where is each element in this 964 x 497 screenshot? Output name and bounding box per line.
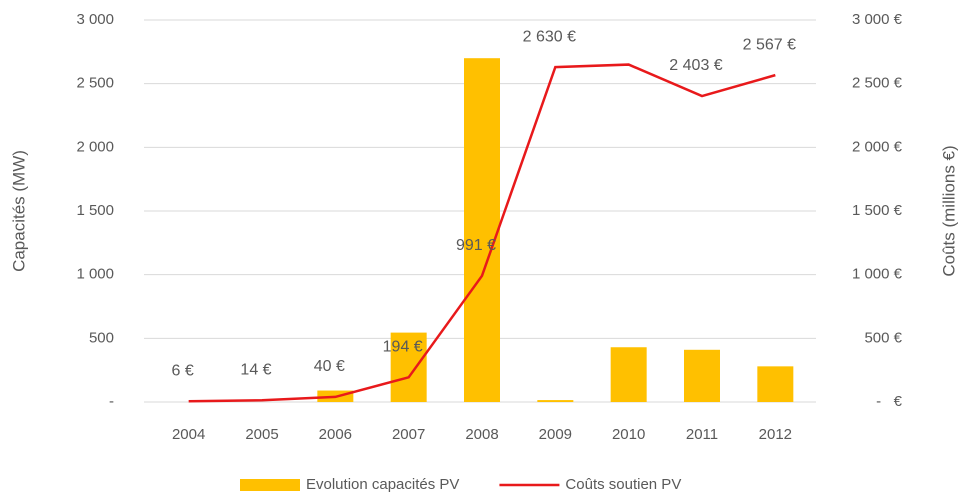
y2-tick-label: 1 000 € [852, 266, 903, 283]
bar [537, 400, 574, 402]
y2-tick-label: - € [876, 393, 902, 410]
y-tick-label: 500 [89, 329, 114, 346]
line [188, 63, 776, 403]
y2-axis-title: Coûts (millions €) [939, 145, 958, 276]
y-tick-label: 3 000 [76, 11, 114, 28]
legend-swatch [240, 479, 300, 491]
x-tick-label: 2008 [465, 426, 498, 443]
x-tick-label: 2009 [539, 426, 572, 443]
data-label: 991 € [456, 237, 496, 254]
y2-tick-label: 2 500 € [852, 75, 903, 92]
bar [757, 366, 794, 402]
bar [464, 58, 500, 402]
legend-label: Evolution capacités PV [306, 476, 459, 493]
data-label: 40 € [314, 358, 345, 375]
x-tick-label: 2004 [172, 426, 205, 443]
x-tick-label: 2012 [759, 426, 792, 443]
data-label: 2 630 € [523, 28, 576, 45]
y-tick-label: 2 000 [76, 138, 114, 155]
data-label: 2 567 € [743, 36, 796, 53]
data-label: 6 € [172, 362, 194, 379]
bar [390, 332, 427, 402]
y2-tick-label: 2 000 € [852, 138, 903, 155]
x-tick-label: 2006 [319, 426, 352, 443]
y2-tick-label: 3 000 € [852, 11, 903, 28]
x-tick-label: 2011 [686, 426, 718, 443]
y-tick-label: 1 000 [76, 266, 114, 283]
bar [610, 347, 647, 402]
y-tick-label: 2 500 [76, 75, 114, 92]
legend-label: Coûts soutien PV [565, 476, 681, 493]
x-tick-label: 2007 [392, 426, 425, 443]
data-label: 2 403 € [669, 57, 722, 74]
data-label: 194 € [383, 339, 423, 356]
y-tick-label: - [109, 393, 114, 410]
y-axis-title: Capacités (MW) [9, 150, 28, 272]
x-tick-label: 2005 [245, 426, 278, 443]
y-tick-label: 1 500 [76, 202, 114, 219]
bar [684, 349, 720, 402]
y2-tick-label: 1 500 € [852, 202, 903, 219]
y2-tick-label: 500 € [864, 329, 902, 346]
data-label: 14 € [240, 361, 271, 378]
x-tick-label: 2010 [612, 426, 645, 443]
